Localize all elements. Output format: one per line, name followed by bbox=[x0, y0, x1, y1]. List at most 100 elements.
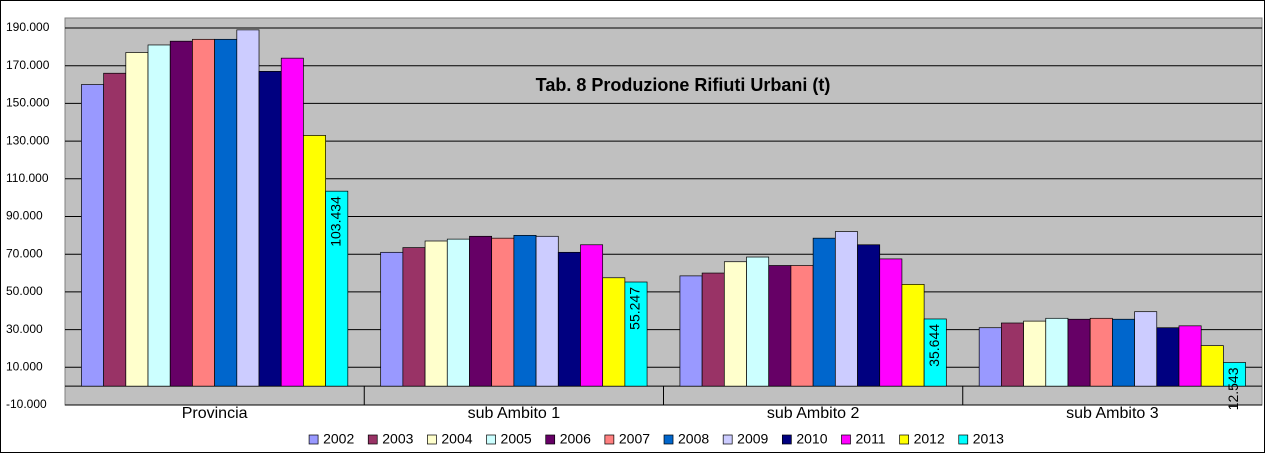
legend: 2002 2003 2004 2005 2006 2007 2008 2009 2010 2011… bbox=[308, 431, 1004, 447]
legend-label: 2007 bbox=[619, 431, 650, 447]
bar bbox=[169, 40, 193, 387]
y-tick-label: 130.000 bbox=[6, 133, 50, 147]
legend-swatch bbox=[841, 434, 851, 445]
legend-item: 2013 bbox=[958, 431, 1004, 447]
bar bbox=[424, 240, 448, 387]
bar bbox=[557, 251, 581, 387]
bar bbox=[978, 327, 1002, 387]
legend-item: 2009 bbox=[722, 431, 769, 447]
bar bbox=[1200, 345, 1224, 387]
bar bbox=[1045, 317, 1069, 387]
legend-label: 2009 bbox=[737, 431, 768, 447]
y-tick-label: 50.000 bbox=[6, 284, 43, 298]
legend-swatch bbox=[899, 434, 909, 445]
bar bbox=[280, 57, 304, 387]
legend-swatch bbox=[604, 434, 615, 445]
chart-title: Tab. 8 Produzione Rifiuti Urbani (t) bbox=[536, 75, 831, 95]
data-label: 12.543 bbox=[1225, 367, 1241, 410]
bar bbox=[834, 231, 858, 387]
bar bbox=[1089, 317, 1113, 387]
bar bbox=[701, 272, 725, 387]
y-tick-label: 150.000 bbox=[6, 96, 50, 110]
y-tick-label: 170.000 bbox=[6, 58, 50, 72]
y-tick-label: 190.000 bbox=[6, 20, 50, 34]
bar bbox=[768, 265, 792, 387]
y-tick-label: 30.000 bbox=[6, 322, 43, 336]
legend-swatch bbox=[486, 434, 496, 445]
y-tick-label: -10.000 bbox=[6, 397, 47, 411]
legend-swatch bbox=[367, 434, 378, 445]
legend-swatch bbox=[781, 434, 792, 445]
x-tick-label: sub Ambito 2 bbox=[767, 405, 860, 422]
legend-swatch bbox=[722, 434, 733, 445]
legend-swatch bbox=[545, 434, 556, 445]
legend-label: 2008 bbox=[678, 431, 709, 447]
bar bbox=[624, 281, 648, 387]
y-tick-label: 110.000 bbox=[6, 171, 49, 185]
legend-label: 2011 bbox=[855, 431, 885, 447]
bar bbox=[1001, 322, 1024, 387]
legend-label: 2012 bbox=[914, 431, 945, 447]
bar bbox=[1178, 325, 1202, 387]
legend-item: 2006 bbox=[545, 431, 591, 447]
bar bbox=[103, 72, 127, 387]
data-label: 103.434 bbox=[327, 196, 343, 247]
bar bbox=[723, 261, 747, 387]
bar bbox=[303, 135, 326, 387]
bar bbox=[923, 318, 947, 387]
legend-item: 2007 bbox=[604, 431, 650, 447]
bar bbox=[147, 44, 171, 387]
bar bbox=[790, 265, 814, 387]
bar bbox=[446, 238, 470, 387]
legend-label: 2002 bbox=[323, 431, 354, 447]
bar bbox=[258, 71, 282, 387]
bar bbox=[1067, 318, 1091, 387]
y-tick-label: 90.000 bbox=[6, 209, 43, 223]
legend-swatch bbox=[308, 434, 319, 445]
bar bbox=[192, 38, 215, 387]
bar bbox=[214, 38, 238, 387]
data-label: 35.644 bbox=[926, 324, 942, 367]
legend-label: 2005 bbox=[501, 431, 532, 447]
legend-item: 2003 bbox=[367, 431, 414, 447]
bar bbox=[1223, 362, 1246, 387]
bar bbox=[125, 52, 149, 387]
x-tick-label: Provincia bbox=[182, 405, 248, 422]
bar bbox=[1156, 327, 1180, 387]
bar bbox=[469, 235, 493, 387]
bar bbox=[81, 84, 104, 387]
bar bbox=[236, 29, 260, 387]
legend-label: 2004 bbox=[441, 431, 472, 447]
legend-label: 2013 bbox=[973, 431, 1004, 447]
legend-item: 2011 bbox=[841, 431, 886, 447]
bar bbox=[325, 190, 349, 387]
bar bbox=[746, 256, 770, 387]
x-tick-label: sub Ambito 3 bbox=[1066, 405, 1159, 422]
x-tick-label: sub Ambito 1 bbox=[468, 405, 561, 422]
legend-swatch bbox=[663, 434, 674, 445]
bar bbox=[535, 235, 559, 387]
bar bbox=[879, 258, 903, 387]
bar bbox=[901, 284, 925, 387]
y-tick-label: 10.000 bbox=[6, 359, 43, 373]
bar bbox=[1134, 311, 1158, 387]
bar bbox=[580, 244, 604, 387]
legend-swatch bbox=[958, 434, 969, 445]
legend-label: 2006 bbox=[560, 431, 591, 447]
bar bbox=[1023, 320, 1047, 387]
legend-label: 2010 bbox=[796, 431, 827, 447]
bar bbox=[402, 247, 426, 387]
legend-item: 2008 bbox=[663, 431, 709, 447]
legend-swatch bbox=[427, 434, 437, 445]
bar bbox=[1112, 318, 1135, 387]
legend-item: 2004 bbox=[427, 431, 473, 447]
bar bbox=[602, 277, 626, 387]
legend-item: 2012 bbox=[899, 431, 945, 447]
legend-item: 2002 bbox=[308, 431, 354, 447]
bar bbox=[679, 275, 703, 387]
bar bbox=[857, 244, 881, 387]
legend-item: 2010 bbox=[781, 431, 828, 447]
bar bbox=[380, 251, 404, 387]
y-tick-label: 70.000 bbox=[6, 246, 43, 260]
